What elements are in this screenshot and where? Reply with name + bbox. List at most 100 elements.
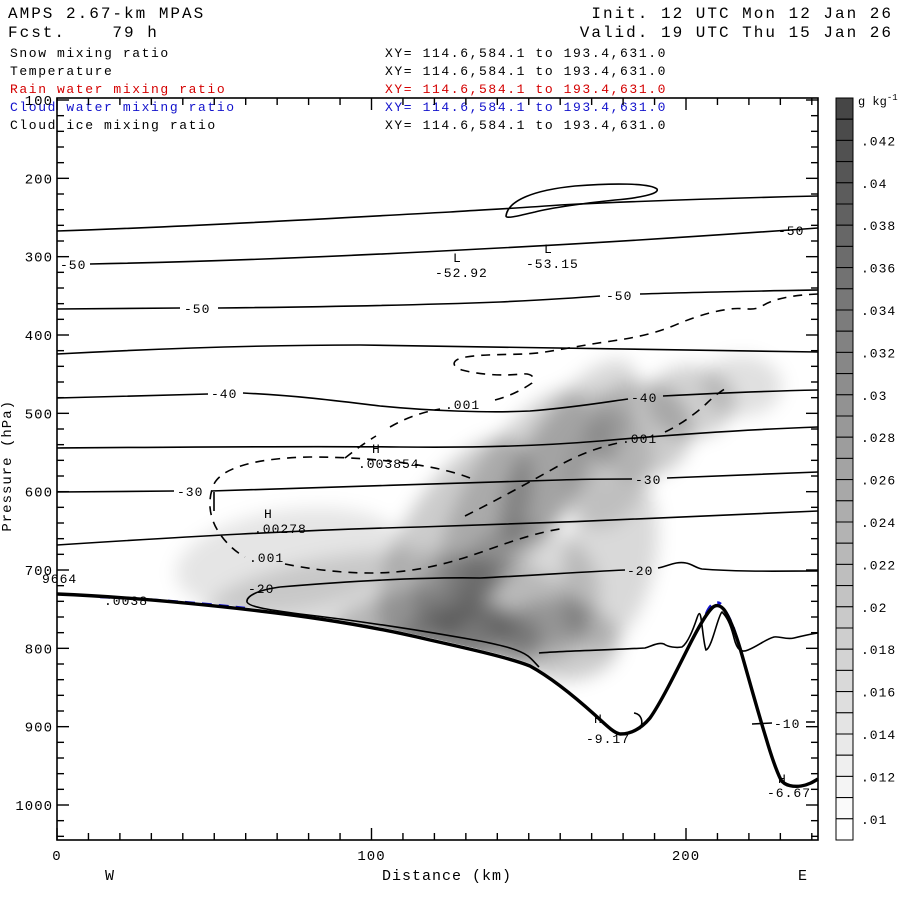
contour-label: .001: [249, 551, 284, 566]
contour-label: -52.92: [435, 266, 488, 281]
colorbar-cell: [835, 563, 854, 587]
contour-labels: -50-50-50-50L-52.92L-53.15-40 -40.001.001…: [42, 224, 811, 801]
colorbar-cell: [835, 97, 854, 120]
contour-label: L: [453, 251, 462, 266]
colorbar-cell: [835, 648, 854, 671]
contour-label: -20: [248, 582, 274, 597]
colorbar-cell: [835, 436, 854, 459]
right-gutter-mask: [819, 90, 835, 850]
legend-field-temperature: Temperature: [10, 64, 114, 79]
label: 100: [25, 94, 53, 110]
contour-label: -50: [60, 258, 86, 273]
colorbar-cell: [835, 818, 854, 841]
colorbar-unit: g kg-1: [858, 93, 898, 109]
legend-row: Cloud ice mixing ratio XY= 114.6,584.1 to…: [10, 118, 665, 133]
axis-tick-labels: 100 200 300 400 500 600 700 800 900 1000 0 100 200 W D…: [15, 94, 808, 885]
contour-label: -40: [631, 391, 657, 406]
legend-xy: XY= 114.6,584.1 to 193.4,631.0: [385, 100, 668, 115]
colorbar-label: .016: [861, 686, 896, 701]
terrain-surface: [56, 592, 819, 789]
colorbar-cell: [835, 224, 854, 247]
colorbar-cell: [835, 733, 854, 756]
colorbar-label: .028: [861, 431, 896, 446]
label: W: [105, 868, 115, 885]
colorbar-label: .026: [861, 474, 896, 489]
contour-label: -50: [606, 289, 632, 304]
legend-xy: XY= 114.6,584.1 to 193.4,631.0: [385, 118, 668, 133]
contour-label: .00278: [254, 522, 307, 537]
legend-row: Temperature XY= 114.6,584.1 to 193.4,631.…: [10, 64, 665, 79]
colorbar-cell: [835, 606, 854, 629]
colorbar-cell: [835, 542, 854, 565]
colorbar-cell: [835, 267, 854, 290]
colorbar-label: .014: [861, 728, 896, 743]
label: 700: [25, 564, 53, 580]
label: 200: [672, 849, 700, 865]
contour-label: -40: [211, 387, 237, 402]
colorbar-cell: [835, 500, 854, 523]
forecast-hour: Fcst. 79 h: [8, 24, 159, 42]
colorbar-cell: [835, 585, 854, 608]
contour-label: .001: [622, 432, 657, 447]
plot-frame: [56, 97, 819, 841]
colorbar-cell: [835, 182, 854, 205]
contour-label: 9664: [42, 572, 77, 587]
contour-label: H: [594, 712, 603, 727]
colorbar-cell: [835, 309, 854, 332]
legend-row: Snow mixing ratio XY= 114.6,584.1 to 193.…: [10, 46, 665, 61]
label: 1000: [15, 799, 53, 815]
label: 900: [25, 721, 53, 737]
temperature-contours: [56, 183, 819, 730]
colorbar-cell: [835, 415, 854, 438]
contour-label: H: [372, 442, 381, 457]
label: 200: [25, 172, 53, 188]
colorbar-cell: [835, 351, 854, 375]
label: E: [798, 868, 808, 885]
axis-ticks: [56, 98, 818, 840]
contour-label: .001: [445, 398, 480, 413]
colorbar-cell: [835, 139, 854, 163]
contour-label: -53.15: [526, 257, 579, 272]
below-terrain-mask: [57, 592, 818, 841]
contour-label: .003854: [358, 457, 420, 472]
legend-field-snow: Snow mixing ratio: [10, 46, 170, 61]
colorbar-cell: [835, 775, 854, 799]
colorbar-cell: [835, 797, 854, 820]
legend-row: Rain water mixing ratio XY= 114.6,584.1 t…: [10, 82, 665, 97]
colorbar-cell: [835, 373, 854, 396]
contour-label: H: [778, 772, 787, 787]
colorbar-label: .032: [861, 346, 896, 361]
colorbar-cell: [835, 521, 854, 544]
contour-label: -6.67: [767, 786, 811, 801]
colorbar-cell: [835, 712, 854, 735]
label: 300: [25, 251, 53, 267]
colorbar-label: .04: [861, 177, 887, 192]
contour-label: -9.17: [586, 732, 630, 747]
contour-label: L: [544, 242, 553, 257]
contour-label: -20: [627, 564, 653, 579]
colorbar-cell: [835, 245, 854, 269]
legend-field-cloud-ice: Cloud ice mixing ratio: [10, 118, 217, 133]
contour-label: .0038: [104, 594, 148, 609]
valid-time: Valid. 19 UTC Thu 15 Jan 26: [579, 24, 893, 42]
colorbar-cell: [835, 118, 854, 141]
colorbar-label: .038: [861, 219, 896, 234]
colorbar-cell: [835, 203, 854, 226]
colorbar-cell: [835, 394, 854, 417]
colorbar: .042 .04 .038 .036 .034 .032 .03 .028 .026 .024 .0…: [835, 97, 896, 841]
colorbar-label: .022: [861, 558, 896, 573]
colorbar-cell: [835, 627, 854, 650]
colorbar-cell: [835, 479, 854, 502]
legend-row: Cloud water mixing ratio XY= 114.6,584.1 …: [10, 100, 665, 115]
label: Distance (km): [382, 868, 512, 885]
colorbar-label: .01: [861, 813, 887, 828]
colorbar-label: .024: [861, 516, 896, 531]
contour-label: -30: [635, 473, 661, 488]
label: 500: [25, 407, 53, 423]
label: 600: [25, 486, 53, 502]
colorbar-label: .03: [861, 389, 887, 404]
colorbar-cell: [835, 754, 854, 777]
colorbar-cell: [835, 330, 854, 353]
colorbar-cell: [835, 288, 854, 311]
colorbar-cell: [835, 669, 854, 693]
